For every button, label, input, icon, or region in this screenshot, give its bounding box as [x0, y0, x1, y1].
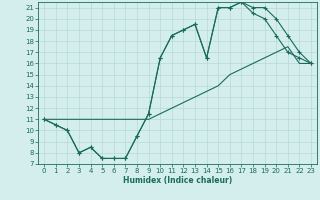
X-axis label: Humidex (Indice chaleur): Humidex (Indice chaleur)	[123, 176, 232, 185]
